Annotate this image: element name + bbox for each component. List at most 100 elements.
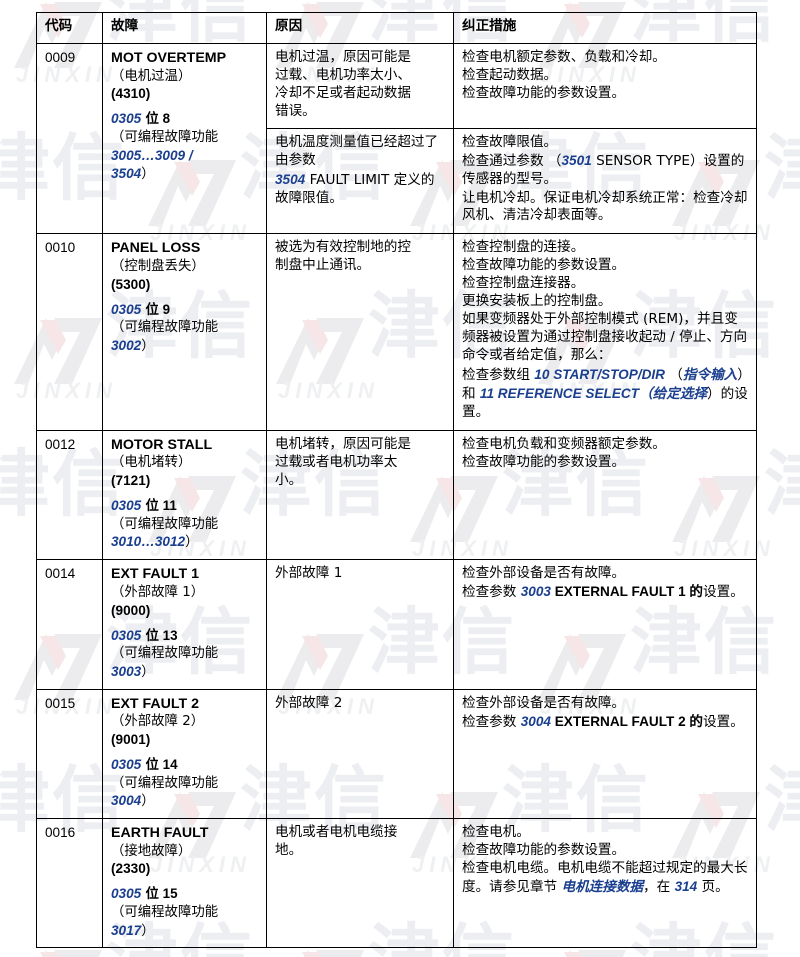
cause-line: 制盘中止通讯。 <box>275 257 371 274</box>
fault-prog-params2: 3504 <box>111 165 142 181</box>
fault-prog-label: （可编程故障功能 <box>111 129 219 145</box>
ref-pre: 检查电机电缆。电机电缆不能超过规定的最大长度。请参见章节 <box>462 859 748 895</box>
action-reference: 检查参数 3004 EXTERNAL FAULT 2 的设置。 <box>462 713 749 732</box>
watermark-x-logo-icon <box>796 304 800 390</box>
fault-code-table-container: 代码 故障 原因 纠正措施 0009 MOT OVERTEMP （电机过温） (… <box>36 12 757 949</box>
cause-line: 小。 <box>275 471 303 488</box>
cell-cause: 电机过温，原因可能是 过载、电机功率太小、 冷却不足或者起动数据 错误。 <box>266 42 454 129</box>
spacer <box>111 294 259 301</box>
cell-cause: 电机或者电机电缆接 地。 <box>266 818 454 949</box>
fault-name-cn: （接地故障） <box>111 843 192 859</box>
fault-prog-params: 3002 <box>111 338 142 354</box>
fault-name-cn: （电机堵转） <box>111 455 192 471</box>
fault-prog-params: 3017 <box>111 922 142 938</box>
table-row: 0014 EXT FAULT 1 （外部故障 1） (9000) 0305 位 … <box>36 559 757 690</box>
fault-aux-code: (4310) <box>111 86 151 102</box>
action-param: 3501 <box>561 152 592 168</box>
fault-aux-code: (9001) <box>111 732 151 748</box>
action-reference: 检查参数 3003 EXTERNAL FAULT 1 的设置。 <box>462 583 749 602</box>
ref-post: 页。 <box>697 878 729 895</box>
column-header-fault: 故障 <box>102 12 267 44</box>
watermark-logo-text: 津信 <box>764 448 800 520</box>
fault-name-en: EXT FAULT 1 <box>111 566 200 583</box>
column-header-cause: 原因 <box>266 12 454 44</box>
watermark-logo-text: 津信 <box>764 132 800 204</box>
fault-name-en: MOTOR STALL <box>111 436 213 453</box>
table-row: 0016 EARTH FAULT （接地故障） (2330) 0305 位 15… <box>36 818 757 949</box>
ref-post: ）的设置。 <box>462 385 748 420</box>
fault-aux-code: (9000) <box>111 602 151 618</box>
cell-action: 检查电机额定参数、负载和冷却。 检查起动数据。 检查故障功能的参数设置。 <box>453 42 757 129</box>
fault-bit-label: 位 9 <box>145 301 171 317</box>
cell-fault: MOTOR STALL （电机堵转） (7121) 0305 位 11 （可编程… <box>102 429 267 561</box>
fault-prog-label: （可编程故障功能 <box>111 516 219 532</box>
ref-mid-2: ）和 <box>462 366 745 402</box>
fault-bit-label: 位 11 <box>145 498 177 514</box>
cell-code: 0010 <box>36 233 103 431</box>
cause-line: 电机堵转，原因可能是 <box>275 435 411 452</box>
spacer <box>111 620 259 627</box>
fault-name-cn: （控制盘丢失） <box>111 259 205 275</box>
fault-prog-params: 3003 <box>111 663 142 679</box>
table-row: 0009 MOT OVERTEMP （电机过温） (4310) 0305 位 8… <box>36 42 757 235</box>
cell-code: 0015 <box>36 688 103 820</box>
action-reference: 检查参数组 10 START/STOP/DIR （指令输入）和 11 REFER… <box>462 366 749 422</box>
ref-pre: 检查参数 <box>462 584 521 601</box>
fault-code-table: 代码 故障 原因 纠正措施 0009 MOT OVERTEMP （电机过温） (… <box>36 12 757 949</box>
fault-name-en: EXT FAULT 2 <box>111 695 200 712</box>
cause-line: 电机过温，原因可能是 <box>275 48 411 65</box>
ref-section-link[interactable]: 电机连接数据 <box>561 878 644 895</box>
action-paragraph: 让电机冷却。保证电机冷却系统正常：检查冷却风机、清洁冷却表面等。 <box>462 189 748 224</box>
action-line: 检查故障功能的参数设置。 <box>462 84 626 101</box>
ref-mid-1: （ <box>664 366 683 383</box>
ref-param-2: 11 REFERENCE SELECT <box>479 385 640 401</box>
action-line: 检查起动数据。 <box>462 66 558 83</box>
cell-cause: 电机堵转，原因可能是 过载或者电机功率太 小。 <box>266 429 454 561</box>
cause-line: 冷却不足或者起动数据 <box>275 84 411 101</box>
fault-bit-param: 0305 <box>111 627 142 643</box>
fault-prog-close: ） <box>141 664 155 680</box>
action-line: 检查电机额定参数、负载和冷却。 <box>462 48 666 65</box>
cell-code: 0014 <box>36 559 103 690</box>
action-line: 检查故障功能的参数设置。 <box>462 453 626 470</box>
table-row: 0010 PANEL LOSS （控制盘丢失） (5300) 0305 位 9 … <box>36 233 757 431</box>
cell-cause: 电机温度测量值已经超过了由参数 3504 FAULT LIMIT 定义的故障限值… <box>266 127 454 235</box>
fault-bit-label: 位 14 <box>145 756 178 772</box>
ref-pre: 检查参数 <box>462 713 521 730</box>
cell-fault: PANEL LOSS （控制盘丢失） (5300) 0305 位 9 （可编程故… <box>102 233 267 431</box>
action-line: 检查电机负载和变频器额定参数。 <box>462 435 666 452</box>
action-line: 检查故障功能的参数设置。 <box>462 257 626 274</box>
cause-line: 地。 <box>275 841 303 858</box>
action-text: 检查通过参数 （ <box>462 152 562 169</box>
ref-page-number[interactable]: 314 <box>674 878 698 894</box>
ref-mid-1: ，在 <box>643 878 675 895</box>
action-line: 检查故障限值。 <box>462 133 558 150</box>
cause-text: 电机温度测量值已经超过了由参数 <box>275 133 439 168</box>
table-row: 0012 MOTOR STALL （电机堵转） (7121) 0305 位 11… <box>36 429 757 561</box>
cell-fault: EARTH FAULT （接地故障） (2330) 0305 位 15 （可编程… <box>102 818 267 949</box>
watermark-x-logo-icon <box>796 0 800 74</box>
action-reference: 检查电机电缆。电机电缆不能超过规定的最大长度。请参见章节 电机连接数据，在 31… <box>462 860 749 897</box>
fault-bit-param: 0305 <box>111 498 142 514</box>
watermark-logo-text: 津信 <box>764 764 800 836</box>
cause-text-tail: FAULT LIMIT 定义的故障限值。 <box>275 171 435 206</box>
ref-mid-1: EXTERNAL FAULT 2 的 <box>550 713 704 729</box>
cause-line: 外部故障 1 <box>275 565 343 582</box>
fault-aux-code: (2330) <box>111 861 151 877</box>
fault-prog-params: 3005…3009 / <box>111 147 193 163</box>
cause-line: 过载或者电机功率太 <box>275 453 398 470</box>
fault-prog-close: ） <box>141 339 155 355</box>
fault-prog-params: 3010…3012 <box>111 534 186 550</box>
fault-prog-label: （可编程故障功能 <box>111 646 219 662</box>
fault-prog-close: ） <box>141 166 155 182</box>
cell-code: 0009 <box>36 42 103 235</box>
cell-action: 检查故障限值。 检查通过参数 （3501 SENSOR TYPE）设置的传感器的… <box>453 127 757 235</box>
ref-param-1: 10 START/STOP/DIR <box>534 366 665 382</box>
